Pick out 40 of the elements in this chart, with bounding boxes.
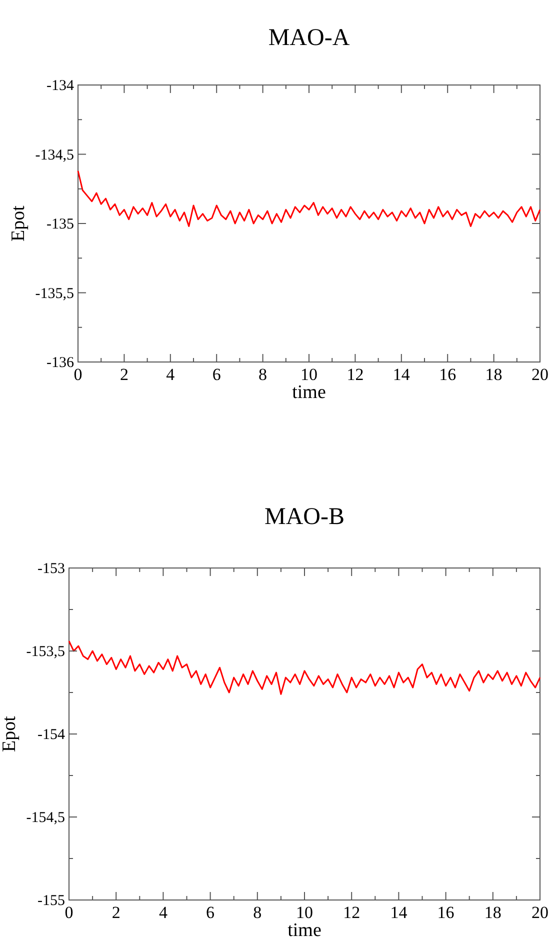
x-tick-label: 6	[206, 903, 215, 922]
chart-title: MAO-B	[264, 504, 345, 530]
x-tick-label: 16	[439, 365, 456, 384]
y-tick-label: -135,5	[35, 286, 74, 302]
y-tick-label: -134	[46, 78, 74, 94]
y-axis-title: Epot	[0, 715, 20, 752]
y-tick-label: -154,5	[26, 810, 65, 826]
y-tick-label: -153,5	[26, 644, 65, 660]
x-tick-label: 12	[343, 903, 360, 922]
x-tick-label: 2	[120, 365, 128, 384]
x-tick-label: 8	[253, 903, 262, 922]
x-tick-label: 0	[64, 903, 74, 922]
x-axis-title: time	[292, 382, 326, 403]
x-tick-label: 4	[166, 365, 176, 384]
x-tick-label: 2	[112, 903, 120, 922]
x-tick-label: 6	[212, 365, 221, 384]
y-tick-label: -155	[38, 893, 65, 909]
chart-title: MAO-A	[268, 25, 350, 51]
y-tick-label: -135	[46, 216, 74, 232]
x-tick-label: 0	[74, 365, 82, 384]
y-tick-label: -136	[46, 355, 74, 371]
x-tick-label: 18	[484, 903, 502, 922]
x-tick-label: 8	[258, 365, 268, 384]
y-tick-label: -134,5	[35, 147, 74, 164]
x-tick-label: 20	[532, 365, 548, 384]
x-tick-label: 12	[346, 365, 364, 384]
y-tick-label: -153	[38, 561, 65, 577]
x-tick-label: 18	[485, 365, 502, 384]
x-tick-label: 20	[532, 903, 548, 922]
x-axis-title: time	[288, 920, 322, 941]
x-tick-label: 10	[296, 903, 313, 922]
x-tick-label: 14	[390, 903, 408, 922]
x-tick-label: 10	[300, 365, 318, 384]
line-series	[77, 170, 541, 228]
y-tick-label: -154	[38, 727, 66, 743]
x-tick-label: 16	[437, 903, 454, 922]
x-tick-label: 4	[158, 903, 168, 922]
x-tick-label: 14	[392, 365, 410, 384]
line-series	[68, 640, 541, 695]
y-axis-title: Epot	[8, 204, 29, 242]
